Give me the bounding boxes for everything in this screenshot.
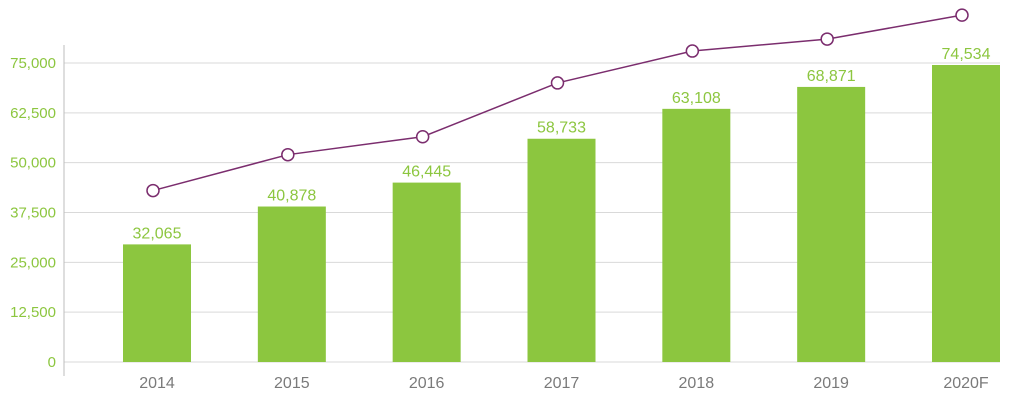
trend-line-point — [415, 130, 430, 144]
x-tick-label: 2017 — [544, 375, 580, 392]
bar-value-label: 58,733 — [537, 120, 586, 137]
trend-line-point — [955, 8, 969, 22]
y-tick-label: 0 — [48, 354, 56, 371]
bar — [932, 64, 1000, 362]
x-tick-label: 2014 — [139, 375, 175, 392]
labels: 32,065 40,878 46,445 58,733 63,108 68,871 74,5… — [133, 46, 991, 392]
bar — [392, 182, 461, 362]
bar-value-label: 40,878 — [267, 188, 316, 205]
bar-value-label: 32,065 — [133, 225, 182, 242]
trend-line-point — [685, 44, 700, 58]
trend-line-point — [146, 183, 160, 198]
trend-line-point — [820, 32, 834, 46]
y-tick-label: 12,500 — [10, 304, 56, 321]
trend-line-point — [550, 76, 565, 90]
x-tick-label: 2015 — [274, 375, 310, 392]
bar-value-label: 68,871 — [807, 68, 856, 85]
bar-value-label: 46,445 — [402, 164, 451, 181]
trend-line-series — [146, 8, 969, 198]
bar — [257, 206, 326, 362]
y-tick-label: 50,000 — [10, 155, 56, 172]
x-tick-label: 2018 — [679, 375, 715, 392]
y-tick-label: 37,500 — [10, 205, 56, 222]
bars — [123, 64, 1000, 363]
x-tick-label: 2019 — [813, 375, 849, 392]
bar-value-label: 74,534 — [942, 46, 991, 63]
x-tick-label: 2016 — [409, 375, 445, 392]
y-tick-label: 25,000 — [10, 254, 56, 271]
x-tick-label: 2020F — [943, 375, 989, 392]
y-tick-label: 75,000 — [10, 55, 56, 72]
axes: 0 12,500 25,000 37,500 50,000 62,500 75,000 — [10, 45, 65, 376]
trend-line-point — [281, 147, 295, 162]
bar — [662, 108, 731, 362]
y-tick-label: 62,500 — [10, 105, 56, 122]
bar — [797, 86, 866, 363]
bar-value-label: 63,108 — [672, 90, 721, 107]
bar — [527, 138, 596, 362]
bar — [123, 244, 191, 362]
